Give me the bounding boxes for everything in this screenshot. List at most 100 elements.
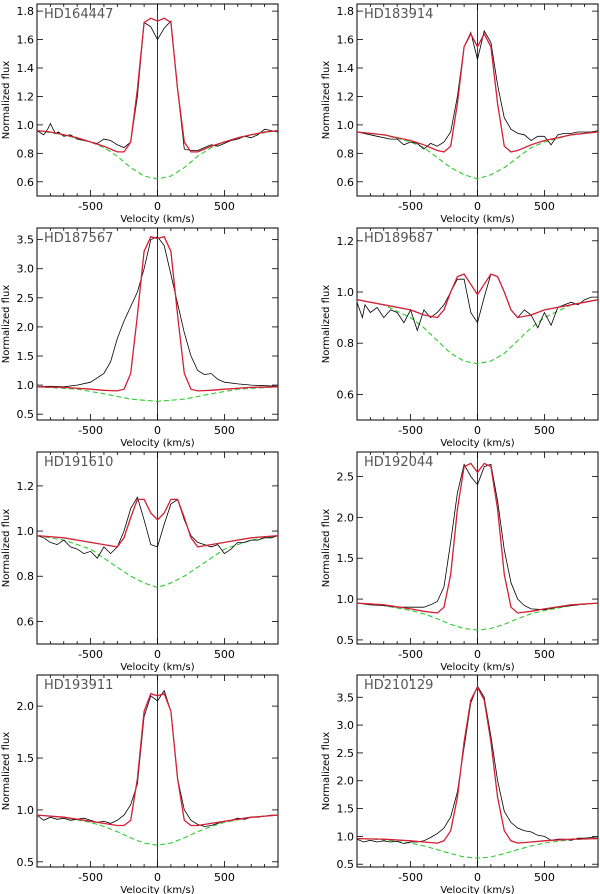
panel-hd210129: -500 0 500 0.5 1.0 1.5 2.0 2.5 3.0 3.5 HD210129 Vel… bbox=[321, 674, 599, 894]
y-tick-label: 0.6 bbox=[17, 615, 35, 628]
x-tick-label: -500 bbox=[78, 424, 103, 437]
model-line bbox=[357, 462, 598, 614]
y-tick-label: 1.4 bbox=[17, 62, 35, 75]
y-tick-label: 1.0 bbox=[17, 379, 35, 392]
y-axis-label: Normalized flux bbox=[321, 509, 332, 588]
y-tick-label: 1.8 bbox=[17, 5, 35, 18]
y-tick-label: 1.6 bbox=[17, 34, 35, 47]
x-tick-label: -500 bbox=[78, 648, 103, 661]
photosphere-line bbox=[37, 386, 278, 402]
x-tick-label: 0 bbox=[474, 648, 481, 661]
y-tick-label: 3.0 bbox=[17, 263, 35, 276]
y-tick-label: 1.0 bbox=[17, 804, 35, 817]
x-tick-label: -500 bbox=[398, 424, 423, 437]
panel-title: HD183914 bbox=[364, 7, 433, 22]
x-tick-label: 500 bbox=[214, 200, 235, 213]
observed-line bbox=[357, 273, 598, 332]
y-tick-label: 1.0 bbox=[17, 119, 35, 132]
y-tick-label: 3.5 bbox=[17, 234, 35, 247]
x-axis-label: Velocity (km/s) bbox=[440, 214, 514, 225]
x-axis-label: Velocity (km/s) bbox=[120, 662, 194, 673]
observed-line bbox=[357, 29, 598, 150]
y-axis-label: Normalized flux bbox=[1, 285, 12, 364]
x-tick-label: 500 bbox=[534, 200, 555, 213]
x-tick-label: -500 bbox=[398, 648, 423, 661]
y-tick-label: 1.0 bbox=[17, 525, 35, 538]
panel-hd193911: -500 0 500 0.5 1.0 1.5 2.0 HD193911 Velocity (km… bbox=[1, 674, 279, 894]
x-tick-label: -500 bbox=[398, 871, 423, 884]
y-tick-label: 1.2 bbox=[337, 90, 355, 103]
y-axis-label: Normalized flux bbox=[321, 61, 332, 140]
y-tick-label: 1.0 bbox=[337, 593, 355, 606]
photosphere-line bbox=[357, 131, 598, 180]
y-tick-label: 3.5 bbox=[337, 691, 355, 704]
y-tick-label: 2.5 bbox=[337, 747, 355, 760]
x-tick-label: 500 bbox=[214, 871, 235, 884]
model-line bbox=[37, 235, 278, 392]
photosphere-line bbox=[37, 535, 278, 589]
x-tick-label: 500 bbox=[534, 424, 555, 437]
x-tick-label: 0 bbox=[154, 648, 161, 661]
panel-title: HD187567 bbox=[44, 231, 113, 246]
panel-hd164447: -500 0 500 0.6 0.8 1.0 1.2 1.4 1.6 1.8 HD164447 Vel… bbox=[1, 3, 279, 225]
observed-line bbox=[37, 236, 278, 388]
x-tick-label: 0 bbox=[474, 424, 481, 437]
x-axis-label: Velocity (km/s) bbox=[120, 885, 194, 894]
model-line bbox=[357, 685, 598, 844]
y-tick-label: 1.5 bbox=[337, 803, 355, 816]
x-axis-label: Velocity (km/s) bbox=[120, 214, 194, 225]
panel-hd189687: -500 0 500 0.6 0.8 1.0 1.2 HD189687 Velocity (km… bbox=[321, 227, 599, 449]
x-tick-label: 0 bbox=[474, 200, 481, 213]
y-tick-label: 1.0 bbox=[337, 119, 355, 132]
y-tick-label: 0.6 bbox=[17, 176, 35, 189]
model-line bbox=[37, 498, 278, 548]
y-tick-label: 1.8 bbox=[337, 5, 355, 18]
y-tick-label: 2.0 bbox=[17, 700, 35, 713]
y-tick-label: 2.0 bbox=[17, 321, 35, 334]
y-tick-label: 0.5 bbox=[337, 634, 355, 647]
panel-title: HD191610 bbox=[44, 455, 113, 470]
x-tick-label: 500 bbox=[214, 648, 235, 661]
x-tick-label: 0 bbox=[474, 871, 481, 884]
photosphere-line bbox=[37, 814, 278, 846]
panel-title: HD193911 bbox=[44, 678, 113, 693]
y-tick-label: 1.2 bbox=[17, 90, 35, 103]
y-tick-label: 2.5 bbox=[337, 471, 355, 484]
x-axis-label: Velocity (km/s) bbox=[440, 885, 514, 894]
y-tick-label: 0.8 bbox=[337, 337, 355, 350]
y-tick-label: 1.5 bbox=[17, 752, 35, 765]
y-tick-label: 0.8 bbox=[17, 570, 35, 583]
x-axis-label: Velocity (km/s) bbox=[440, 662, 514, 673]
y-tick-label: 1.0 bbox=[337, 830, 355, 843]
x-tick-label: -500 bbox=[78, 871, 103, 884]
x-tick-label: 0 bbox=[154, 424, 161, 437]
model-line bbox=[37, 692, 278, 827]
x-tick-label: 0 bbox=[154, 200, 161, 213]
y-tick-label: 2.5 bbox=[17, 292, 35, 305]
y-tick-label: 1.0 bbox=[337, 286, 355, 299]
observed-line bbox=[37, 496, 278, 559]
y-tick-label: 0.5 bbox=[337, 858, 355, 871]
panel-hd183914: -500 0 500 0.6 0.8 1.0 1.2 1.4 1.6 1.8 HD183914 Vel… bbox=[321, 3, 599, 225]
y-tick-label: 1.5 bbox=[337, 552, 355, 565]
x-tick-label: 500 bbox=[214, 424, 235, 437]
x-tick-label: 500 bbox=[534, 648, 555, 661]
y-tick-label: 1.2 bbox=[337, 235, 355, 248]
photosphere-line bbox=[357, 602, 598, 631]
y-tick-label: 0.5 bbox=[17, 408, 35, 421]
y-axis-label: Normalized flux bbox=[1, 61, 12, 140]
x-tick-label: 500 bbox=[534, 871, 555, 884]
model-line bbox=[357, 32, 598, 153]
panel-title: HD164447 bbox=[44, 7, 113, 22]
photosphere-line bbox=[357, 838, 598, 859]
y-tick-label: 2.0 bbox=[337, 775, 355, 788]
x-tick-label: 0 bbox=[154, 871, 161, 884]
x-axis-label: Velocity (km/s) bbox=[120, 438, 194, 449]
y-tick-label: 2.0 bbox=[337, 511, 355, 524]
y-tick-label: 0.8 bbox=[17, 147, 35, 160]
y-tick-label: 0.5 bbox=[17, 856, 35, 869]
y-axis-label: Normalized flux bbox=[1, 732, 12, 811]
y-tick-label: 0.6 bbox=[337, 176, 355, 189]
panel-hd192044: -500 0 500 0.5 1.0 1.5 2.0 2.5 HD192044 Velocity … bbox=[321, 451, 599, 673]
